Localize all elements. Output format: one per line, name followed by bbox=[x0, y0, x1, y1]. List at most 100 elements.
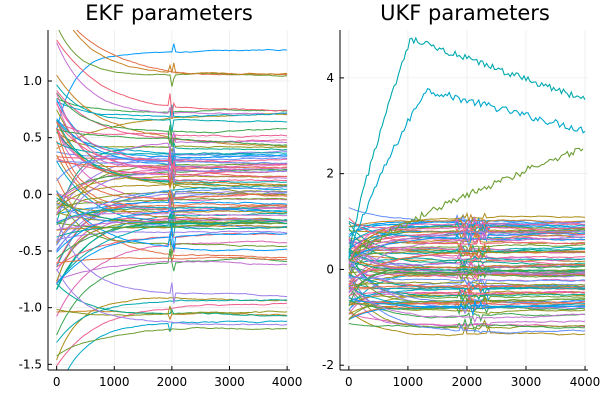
ukf-series-92 bbox=[348, 276, 586, 287]
ukf-series-82 bbox=[348, 300, 586, 316]
ekf-series-59 bbox=[56, 268, 288, 326]
ekf-y-tick-label-1: -1.0 bbox=[19, 301, 42, 315]
ukf-series-99 bbox=[348, 284, 586, 324]
ukf-series-98 bbox=[348, 262, 586, 306]
ekf-x-tick-label-4: 4000 bbox=[272, 375, 303, 389]
ukf-series-90 bbox=[348, 285, 586, 309]
ekf-x-tick-label-1: 1000 bbox=[99, 375, 130, 389]
ekf-y-tick-label-5: 1.0 bbox=[23, 74, 42, 88]
ekf-series-97 bbox=[56, 127, 288, 202]
ekf-series-75 bbox=[56, 218, 288, 304]
ekf-series-81 bbox=[56, 256, 288, 264]
ekf-series-60 bbox=[56, 146, 288, 182]
ekf-y-tick-label-0: -1.5 bbox=[19, 357, 42, 371]
ekf-series-51 bbox=[56, 260, 288, 282]
ukf-series-60 bbox=[348, 274, 586, 334]
ukf-series-89 bbox=[348, 276, 586, 287]
ekf-series-87 bbox=[72, 30, 288, 76]
ukf-y-tick-label-3: 4 bbox=[326, 71, 334, 85]
ukf-series-44 bbox=[348, 207, 586, 224]
ukf-x-tick-label-1: 1000 bbox=[393, 375, 424, 389]
ekf-series-44 bbox=[56, 203, 288, 229]
ukf-series-97 bbox=[348, 284, 586, 293]
ekf-series-99 bbox=[56, 218, 288, 230]
ekf-series-94 bbox=[56, 92, 288, 178]
ekf-series-95 bbox=[56, 326, 288, 357]
ukf-series-4 bbox=[348, 232, 585, 249]
ekf-series-72 bbox=[56, 216, 288, 238]
ekf-x-tick-label-3: 3000 bbox=[214, 375, 245, 389]
ekf-series-63 bbox=[58, 30, 288, 87]
ekf-axes bbox=[47, 30, 290, 371]
ukf-series-19 bbox=[348, 283, 586, 334]
ukf-axes bbox=[339, 30, 588, 371]
ukf-series-20 bbox=[348, 309, 586, 337]
ukf-y-tick-label-1: 0 bbox=[326, 262, 334, 276]
ukf-highlight-series-1 bbox=[348, 88, 586, 260]
ukf-series-41 bbox=[348, 271, 586, 330]
ukf-x-tick-label-2: 2000 bbox=[452, 375, 483, 389]
ekf-series-90 bbox=[56, 206, 288, 224]
ukf-y-tick-label-0: -2 bbox=[322, 358, 334, 372]
ukf-title: UKF parameters bbox=[380, 1, 550, 25]
ukf-series-71 bbox=[348, 213, 586, 228]
ukf-series-81 bbox=[348, 300, 586, 319]
ukf-series-75 bbox=[348, 258, 585, 315]
ekf-x-tick-label-0: 0 bbox=[53, 375, 61, 389]
ukf-series-51 bbox=[348, 238, 586, 262]
ekf-x-tick-label-2: 2000 bbox=[157, 375, 188, 389]
ekf-series-53 bbox=[56, 299, 288, 343]
ukf-series-91 bbox=[348, 228, 586, 270]
ekf-series-36 bbox=[56, 199, 288, 214]
ukf-series-53 bbox=[348, 255, 586, 268]
ekf-series-23 bbox=[56, 122, 288, 190]
ukf-series-93 bbox=[348, 217, 586, 245]
ukf-series-group bbox=[348, 36, 586, 337]
ekf-y-tick-label-2: -0.5 bbox=[19, 244, 42, 258]
ukf-series-94 bbox=[348, 216, 586, 264]
ekf-title: EKF parameters bbox=[85, 1, 253, 25]
ekf-series-80 bbox=[56, 208, 288, 253]
ukf-tick-labels: 0 1000 2000 3000 4000 -2 0 2 4 bbox=[322, 71, 600, 389]
ekf-tick-labels: 0 1000 2000 3000 4000 -1.5 -1.0 -0.5 0.0 0.5 1.0 bbox=[19, 74, 303, 389]
ekf-series-93 bbox=[56, 158, 288, 183]
ekf-y-tick-label-3: 0.0 bbox=[23, 187, 42, 201]
ekf-series-96 bbox=[56, 226, 288, 285]
ekf-series-64 bbox=[56, 99, 288, 159]
ekf-y-tick-label-4: 0.5 bbox=[23, 131, 42, 145]
ukf-panel: 0 1000 2000 3000 4000 -2 0 2 4 UKF parameters bbox=[322, 1, 600, 389]
ekf-series-group bbox=[56, 30, 288, 370]
ekf-series-57 bbox=[56, 305, 288, 317]
ekf-series-0 bbox=[56, 43, 288, 131]
ekf-series-74 bbox=[56, 101, 288, 118]
ekf-series-9 bbox=[56, 131, 288, 153]
ekf-series-56 bbox=[56, 283, 288, 317]
ukf-highlight-series-2 bbox=[348, 147, 584, 262]
ukf-series-87 bbox=[348, 258, 586, 270]
ukf-series-70 bbox=[348, 289, 586, 296]
ekf-series-54 bbox=[56, 302, 288, 367]
ekf-series-73 bbox=[56, 220, 288, 282]
ukf-series-50 bbox=[348, 317, 585, 334]
ukf-x-tick-label-3: 3000 bbox=[511, 375, 542, 389]
ekf-series-3 bbox=[56, 42, 288, 119]
ukf-highlight-series-0 bbox=[348, 36, 586, 260]
ekf-series-88 bbox=[56, 197, 288, 225]
ukf-y-tick-label-2: 2 bbox=[326, 167, 334, 181]
ekf-series-91 bbox=[56, 169, 288, 242]
ekf-series-40 bbox=[56, 213, 288, 290]
ukf-series-66 bbox=[348, 265, 586, 298]
ekf-series-77 bbox=[56, 39, 288, 116]
ekf-series-98 bbox=[56, 124, 288, 148]
ukf-x-tick-label-0: 0 bbox=[345, 375, 353, 389]
ukf-series-83 bbox=[348, 231, 586, 288]
ukf-series-85 bbox=[348, 274, 586, 292]
ukf-x-tick-label-4: 4000 bbox=[570, 375, 600, 389]
ekf-series-85 bbox=[56, 142, 288, 164]
ukf-series-73 bbox=[348, 244, 586, 260]
ekf-series-92 bbox=[56, 186, 288, 246]
ekf-series-82 bbox=[56, 92, 288, 145]
ekf-panel: 0 1000 2000 3000 4000 -1.5 -1.0 -0.5 0.0 0.5 1.0 E… bbox=[19, 1, 303, 389]
